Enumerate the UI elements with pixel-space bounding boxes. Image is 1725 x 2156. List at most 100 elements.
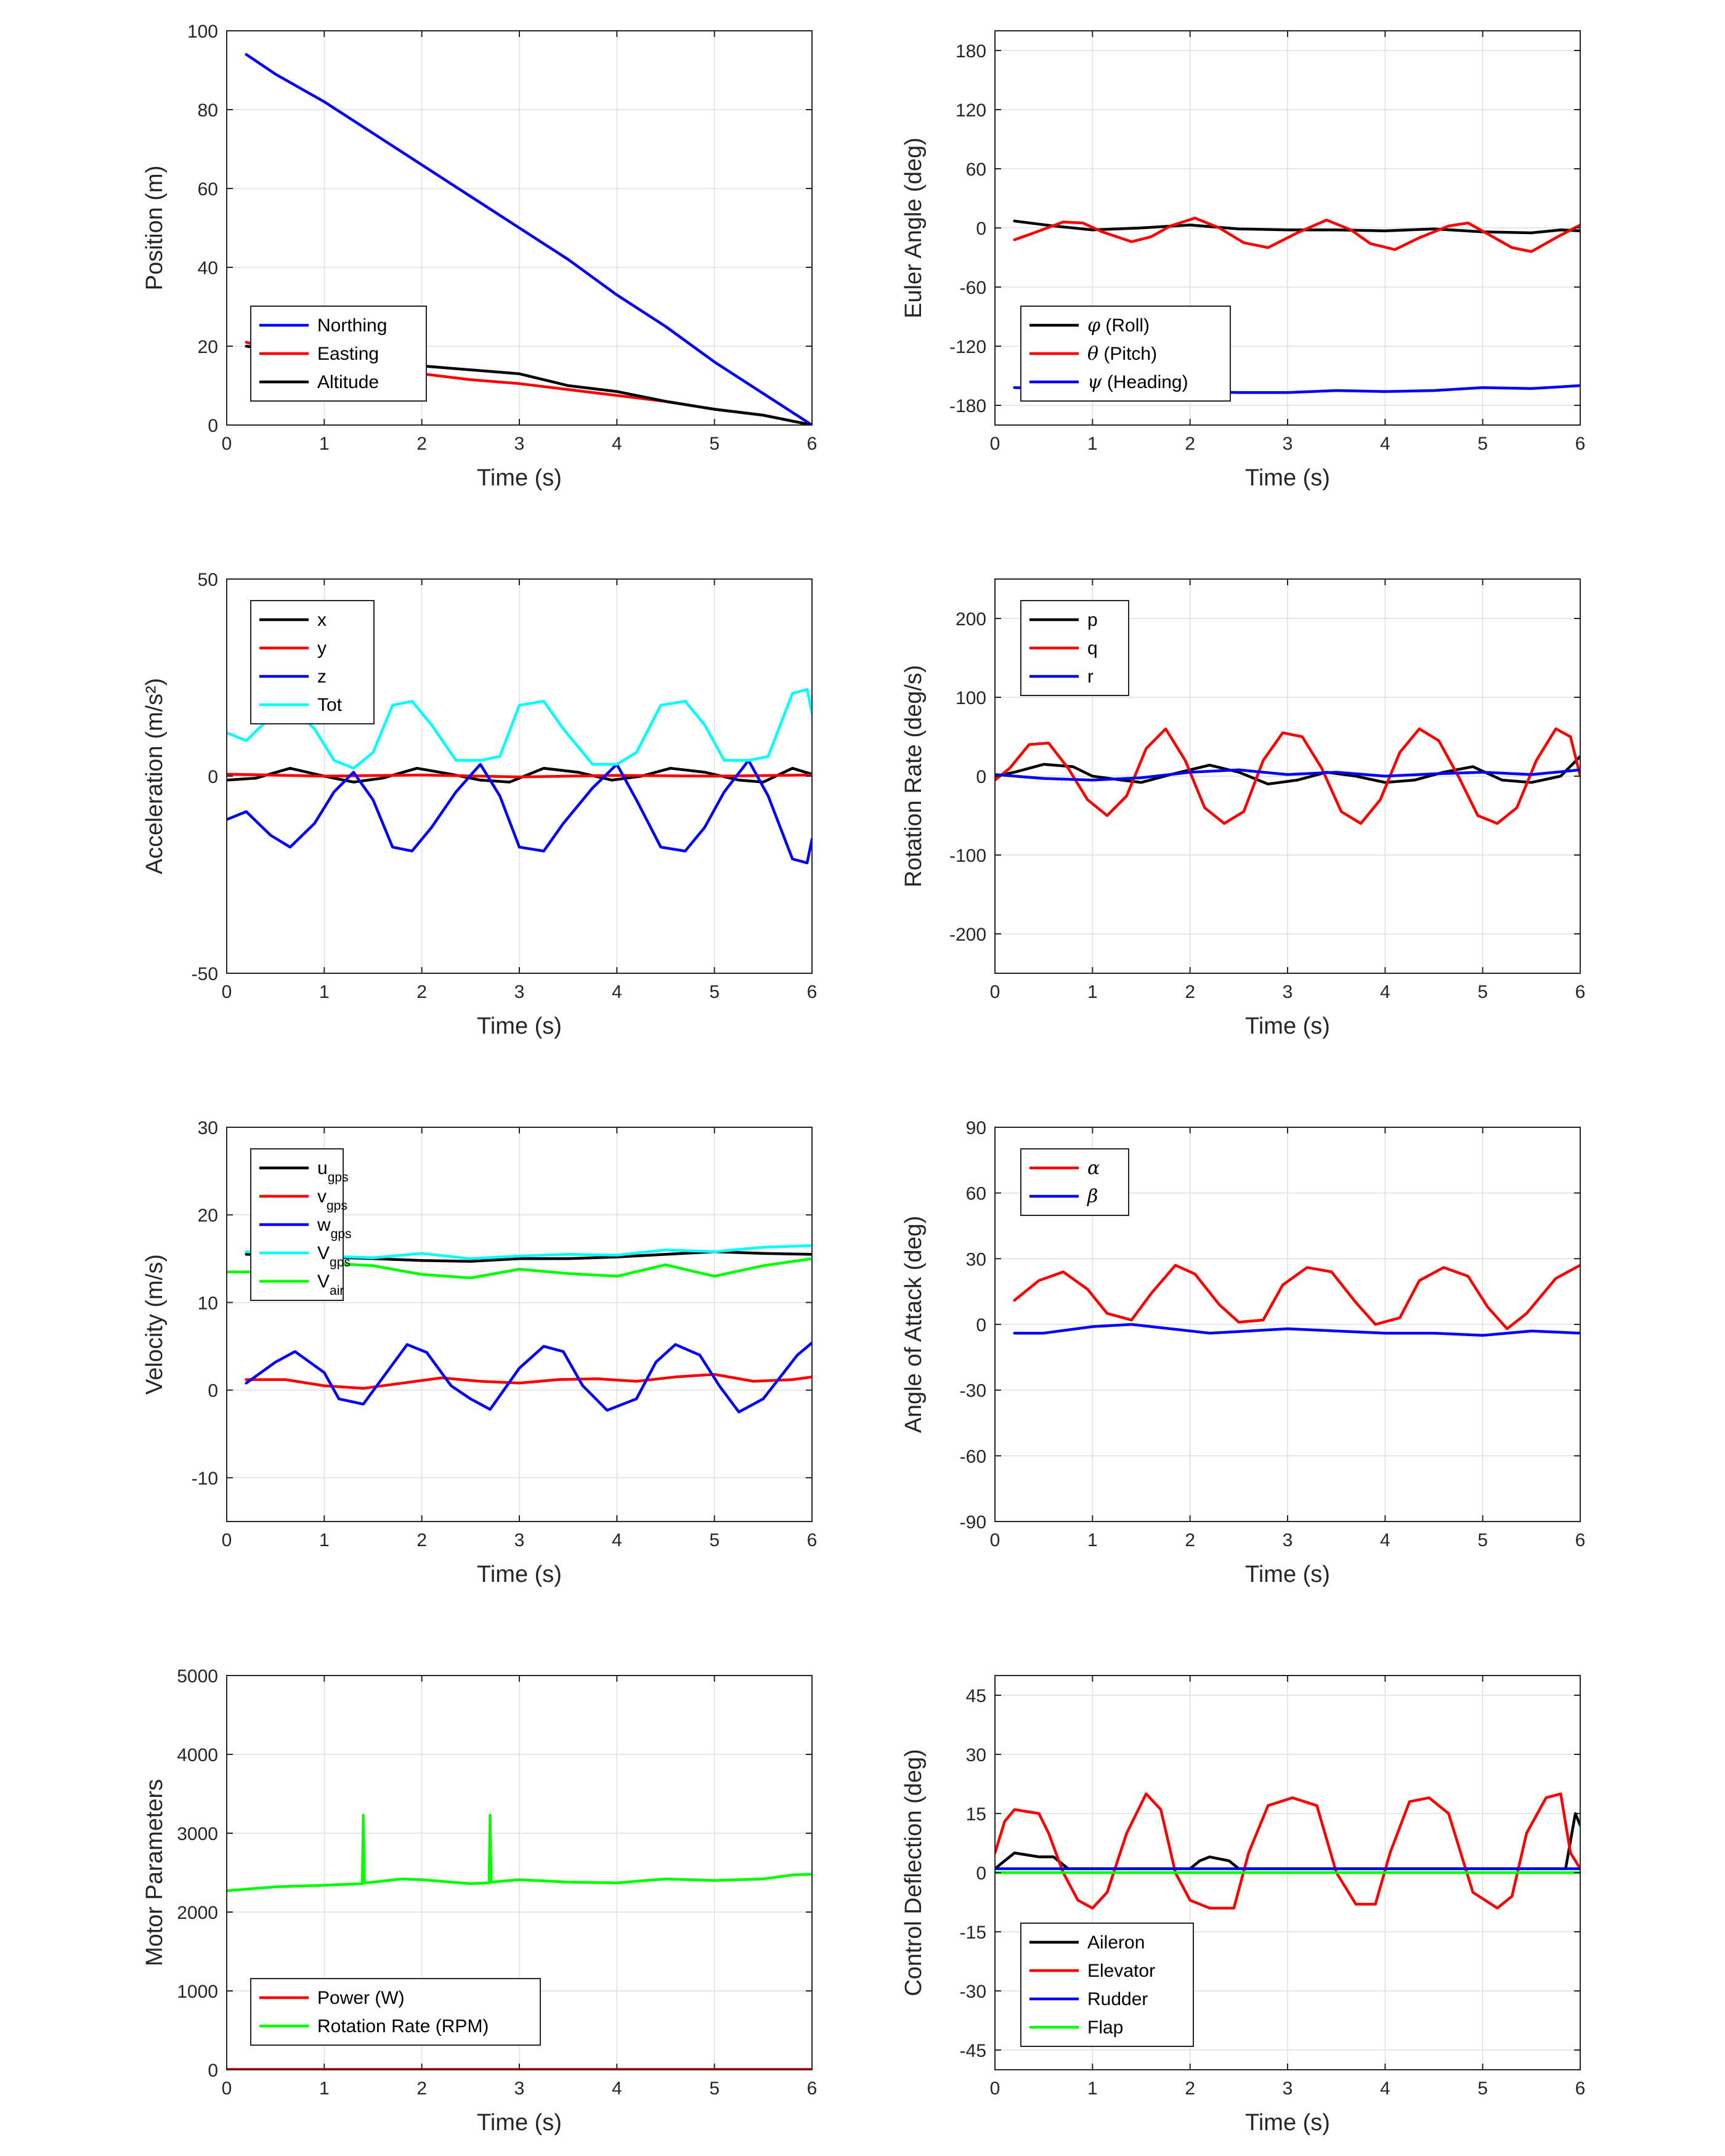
y-axis-label: Control Deflection (deg) [901,1749,927,1996]
y-tick-label: 0 [976,1315,986,1335]
legend-label: ψ (Heading) [1087,371,1188,393]
y-axis-label: Rotation Rate (deg/s) [901,665,927,887]
legend-label: Northing [317,315,387,336]
x-tick-label: 3 [1283,982,1293,1002]
x-tick-label: 2 [416,982,427,1002]
x-tick-label: 4 [1380,2078,1390,2099]
x-tick-label: 1 [319,434,330,454]
y-tick-label: 2000 [177,1903,218,1923]
x-tick-label: 5 [1477,1530,1488,1550]
legend-label: vgps [317,1186,347,1213]
y-axis-label: Velocity (m/s) [142,1254,168,1395]
x-tick-label: 5 [709,982,720,1002]
y-tick-label: 4000 [177,1745,218,1765]
x-tick-label: 1 [1087,1530,1098,1550]
y-tick-label: 120 [956,100,986,121]
y-tick-label: -60 [960,278,986,298]
legend-box [1020,1923,1194,2047]
legend-label: Tot [317,695,343,715]
y-axis-label: Motor Parameters [142,1779,168,1966]
series-line-w-gps [245,1341,812,1414]
legend-label: Aileron [1087,1932,1145,1953]
y-tick-label: 0 [208,416,218,436]
y-tick-label: 1000 [177,1982,218,2002]
x-tick-label: 1 [319,1530,330,1550]
x-tick-label: 3 [514,434,525,454]
y-tick-label: -30 [960,1982,986,2002]
x-tick-label: 1 [1087,982,1098,1002]
y-tick-label: 180 [956,41,986,62]
legend: pqr [1020,600,1129,696]
series-line-Rotation Rate (RPM) [227,1814,812,1892]
x-tick-label: 5 [1477,2078,1488,2099]
x-tick-label: 1 [1087,434,1098,454]
y-tick-label: 20 [198,1206,218,1226]
x-tick-label: 6 [1575,1530,1586,1550]
x-tick-label: 2 [1185,982,1195,1002]
y-axis-label: Angle of Attack (deg) [901,1216,927,1433]
series-line-α [1013,1263,1580,1331]
y-tick-label: -60 [960,1446,986,1467]
y-tick-label: 80 [198,100,218,121]
legend-label: Power (W) [317,1988,405,2008]
y-tick-label: 5000 [177,1666,218,1687]
x-tick-label: 6 [807,1530,818,1550]
x-tick-label: 0 [222,2078,232,2099]
x-tick-label: 3 [1283,2078,1293,2099]
y-tick-label: -200 [949,925,986,945]
legend-label: Rudder [1087,1989,1148,2009]
x-tick-label: 4 [1380,982,1390,1002]
x-tick-label: 6 [807,2078,818,2099]
x-axis-label: Time (s) [1245,1013,1330,1039]
y-tick-label: -15 [960,1923,986,1943]
legend-box [250,1978,541,2046]
legend-label: Elevator [1087,1961,1155,1981]
x-tick-label: 2 [1185,1530,1195,1550]
x-axis-label: Time (s) [477,1562,562,1587]
legend-label: r [1087,667,1094,687]
legend: φ (Roll) θ (Pitch) ψ (Heading) [1020,306,1231,402]
x-tick-label: 3 [514,982,525,1002]
x-tick-label: 4 [612,2078,622,2099]
series-line-Elevator [995,1792,1580,1910]
x-tick-label: 4 [1380,1530,1390,1550]
y-tick-label: 200 [956,609,986,630]
series-line-(Pitch) [1013,216,1580,253]
y-tick-label: 0 [208,2061,218,2081]
chart-angle_of_attack: 0 1 2 3 4 5 6 -90 -60 -30 0 30 60 90 Time (s) Angle of … [901,1118,1585,1587]
x-tick-label: 3 [514,1530,525,1550]
series-group [995,1792,1580,1910]
legend-box [250,600,375,724]
legend-label: Easting [317,344,379,364]
legend-label: θ (Pitch) [1087,343,1157,365]
x-axis-label: Time (s) [1245,465,1330,491]
x-tick-label: 2 [416,434,427,454]
legend-label: wgps [317,1215,352,1241]
x-tick-label: 4 [612,434,622,454]
y-tick-label: -45 [960,2041,986,2061]
x-tick-label: 1 [1087,2078,1098,2099]
x-axis-label: Time (s) [477,1013,562,1039]
x-tick-label: 0 [990,982,1000,1002]
legend-label: x [317,610,327,630]
x-axis-label: Time (s) [477,2110,562,2136]
x-axis-label: Time (s) [477,465,562,491]
legend-label: φ (Roll) [1087,315,1150,336]
legend: Northing Easting Altitude [250,306,427,402]
legend-box [1020,1148,1129,1216]
y-tick-label: -100 [949,846,986,866]
y-tick-label: 0 [208,1381,218,1401]
legend: αβ [1020,1148,1129,1216]
legend-label: ugps [317,1158,349,1185]
x-tick-label: 0 [222,1530,232,1550]
x-tick-label: 1 [319,982,330,1002]
y-tick-label: 15 [966,1804,986,1825]
y-tick-label: 90 [966,1118,986,1138]
x-tick-label: 4 [1380,434,1390,454]
x-tick-label: 6 [1575,982,1586,1002]
chart-velocity: 0 1 2 3 4 5 6 -10 0 10 20 30 Time (s) Velocity (m/s) u… [142,1118,817,1587]
y-tick-label: 60 [966,1184,986,1204]
